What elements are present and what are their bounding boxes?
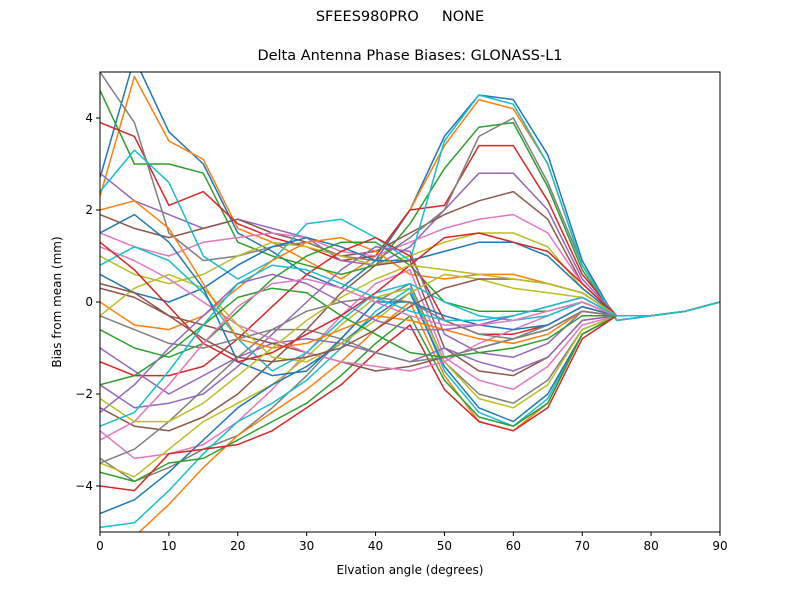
series-line-s4: [100, 121, 720, 317]
chart-title: Delta Antenna Phase Biases: GLONASS-L1: [257, 48, 563, 64]
x-axis: 0 10 20 30 40 50 60 70 80 90: [96, 532, 728, 553]
series-line-s1: [100, 72, 720, 322]
series-line-s22: [138, 301, 720, 532]
y-tick-label: −4: [75, 479, 93, 493]
y-axis-label: Bias from mean (mm): [50, 236, 64, 367]
x-tick-label: 50: [437, 539, 452, 553]
series-line-s16: [100, 259, 720, 432]
x-tick-label: 10: [161, 539, 176, 553]
series-line-s3: [100, 90, 720, 322]
figure-suptitle: SFEES980PRO NONE: [315, 9, 485, 25]
x-tick-label: 60: [506, 539, 521, 553]
x-axis-label: Elvation angle (degrees): [337, 563, 484, 577]
x-tick-label: 70: [575, 539, 590, 553]
y-tick-label: −2: [75, 387, 93, 401]
series-line-s18: [100, 282, 720, 483]
x-tick-label: 30: [299, 539, 314, 553]
series-line-s10: [100, 94, 720, 322]
y-tick-label: 2: [85, 203, 93, 217]
x-tick-label: 0: [96, 539, 104, 553]
x-tick-label: 80: [643, 539, 658, 553]
y-tick-label: 0: [85, 295, 93, 309]
y-tick-label: 4: [85, 111, 93, 125]
series-layer: [100, 72, 720, 532]
series-line-s20: [100, 287, 720, 529]
series-line-s40: [100, 264, 720, 427]
x-tick-label: 20: [230, 539, 245, 553]
x-tick-label: 40: [368, 539, 383, 553]
x-tick-label: 90: [712, 539, 727, 553]
y-axis: −4 −2 0 2 4: [75, 111, 100, 493]
